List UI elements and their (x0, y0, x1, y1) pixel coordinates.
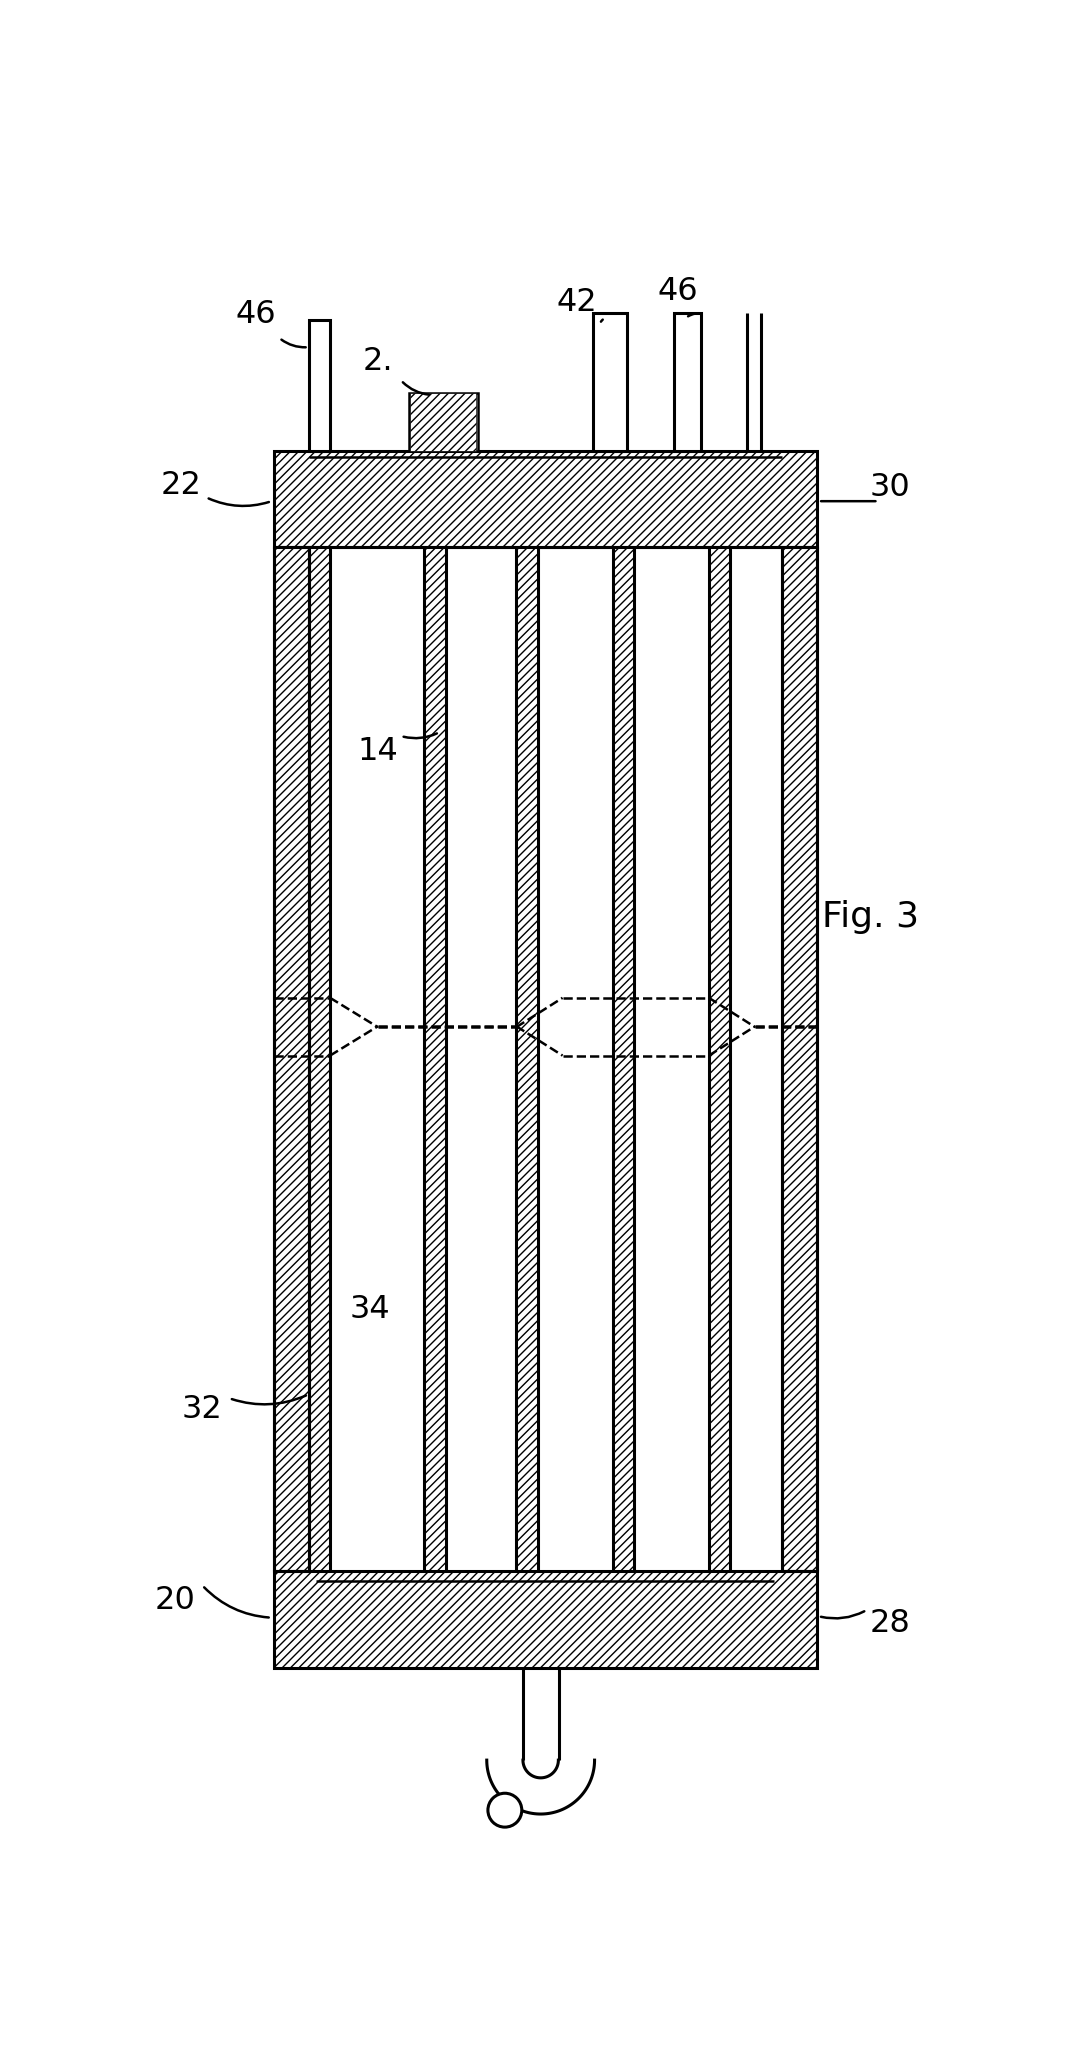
Text: 30: 30 (870, 472, 910, 502)
Bar (594, 313, 626, 451)
Text: 14: 14 (358, 735, 398, 766)
Text: 32: 32 (182, 1394, 223, 1425)
Bar (309, 548, 331, 1571)
Text: 22: 22 (161, 469, 202, 500)
Bar (409, 393, 478, 451)
Text: 34: 34 (350, 1295, 391, 1326)
Bar (709, 548, 731, 1571)
Bar (613, 548, 634, 1571)
Circle shape (488, 1793, 521, 1826)
Bar (410, 393, 477, 451)
Bar (274, 451, 817, 548)
Bar (309, 321, 331, 451)
Bar (516, 548, 538, 1571)
Bar (674, 313, 702, 451)
Text: Fig. 3: Fig. 3 (823, 900, 919, 935)
Text: 42: 42 (556, 286, 597, 317)
Bar (274, 548, 309, 1571)
Bar (424, 548, 445, 1571)
Text: 28: 28 (870, 1608, 910, 1639)
Text: 46: 46 (658, 276, 698, 307)
Bar (274, 1571, 817, 1668)
Text: 2.: 2. (362, 346, 393, 377)
Text: 20: 20 (155, 1585, 195, 1616)
Text: 46: 46 (236, 299, 276, 329)
Bar (782, 548, 817, 1571)
